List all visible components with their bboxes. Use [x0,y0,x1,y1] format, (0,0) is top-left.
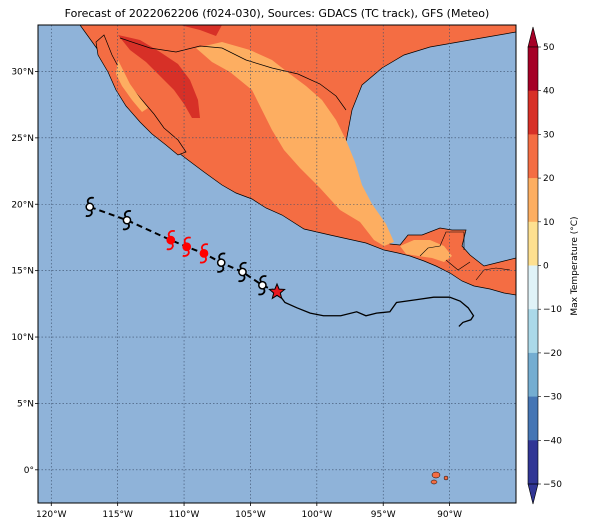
border-us-mexico [119,37,347,111]
colorbar-tick-label: −50 [543,480,562,490]
colorbar-extend-top [527,26,539,48]
y-tick-label: 25°N [11,134,34,144]
gridlines [38,25,516,503]
y-tick-label: 20°N [11,200,34,210]
colorbar-tick-label: 10 [543,218,555,228]
colorbar-segment [528,221,538,266]
land-mild-zone-plateau [196,42,394,246]
x-tick-label: 120°W [36,510,67,520]
figure-title: Forecast of 2022062206 (f024-030), Sourc… [64,7,490,20]
x-tick-label: 95°W [371,510,396,520]
colorbar-segment [528,352,538,398]
colorbar-segment [528,440,538,485]
x-axis-ticks: 120°W 115°W 110°W 105°W 100°W 95°W 90°W [36,503,462,520]
cyclone-symbol-icon [199,243,209,264]
y-tick-label: 30°N [11,67,34,77]
x-tick-label: 90°W [437,510,462,520]
map-area [38,25,516,503]
colorbar-tick-label: −20 [543,349,562,359]
land-mild-zone-baja [116,60,148,112]
colorbar-segment [528,47,538,92]
land-hot-zone-gulf [180,25,222,36]
past-track-line [276,291,475,327]
colorbar-tick-label: −30 [543,393,562,403]
colorbar-segment [528,396,538,441]
tc-track [85,196,475,327]
land-mild-zone-south [400,240,452,262]
colorbar-segment [528,265,538,310]
cyclone-symbol-icon [166,230,176,251]
x-tick-label: 100°W [302,510,333,520]
y-tick-label: 10°N [11,333,34,343]
cyclone-symbol-icon [85,196,95,217]
colorbar-segment [528,178,538,223]
island-marker [443,475,449,481]
cyclone-symbol-icon [216,252,226,273]
x-tick-label: 110°W [169,510,200,520]
colorbar-tick-label: −10 [543,305,562,315]
y-axis-ticks: 30°N 25°N 20°N 15°N 10°N 5°N 0° [11,67,38,476]
colorbar-label: Max Temperature (°C) [570,216,580,315]
colorbar-tick-label: 0 [543,262,549,272]
y-tick-label: 0° [24,466,34,476]
colorbar-tick-label: 20 [543,174,555,184]
colorbar-tick-label: 40 [543,87,555,97]
colorbar: 50 40 30 20 10 0 −10 −20 −30 −40 −50 [527,26,562,505]
colorbar-extend-bottom [527,483,539,505]
x-tick-label: 105°W [235,510,266,520]
cyclone-symbol-icon [182,236,192,257]
map-frame [37,24,517,504]
cyclone-symbol-icon [238,261,247,283]
colorbar-segment [528,134,538,179]
border-central-america [419,231,511,281]
island-marker [430,479,438,485]
cyclone-symbol-icon [122,210,132,231]
colorbar-tick-label: −40 [543,436,562,446]
land-hot-zone-sonora [118,35,200,118]
y-tick-label: 15°N [11,267,34,277]
colorbar-tick-label: 30 [543,130,555,140]
cyclone-symbol-icon [258,275,267,296]
colorbar-segment [528,90,538,135]
colorbar-tick-label: 50 [543,43,555,53]
island-marker [431,471,441,479]
current-position-star-icon [268,282,286,300]
y-tick-label: 5°N [17,399,34,409]
x-tick-label: 115°W [102,510,133,520]
colorbar-segment [528,309,538,354]
